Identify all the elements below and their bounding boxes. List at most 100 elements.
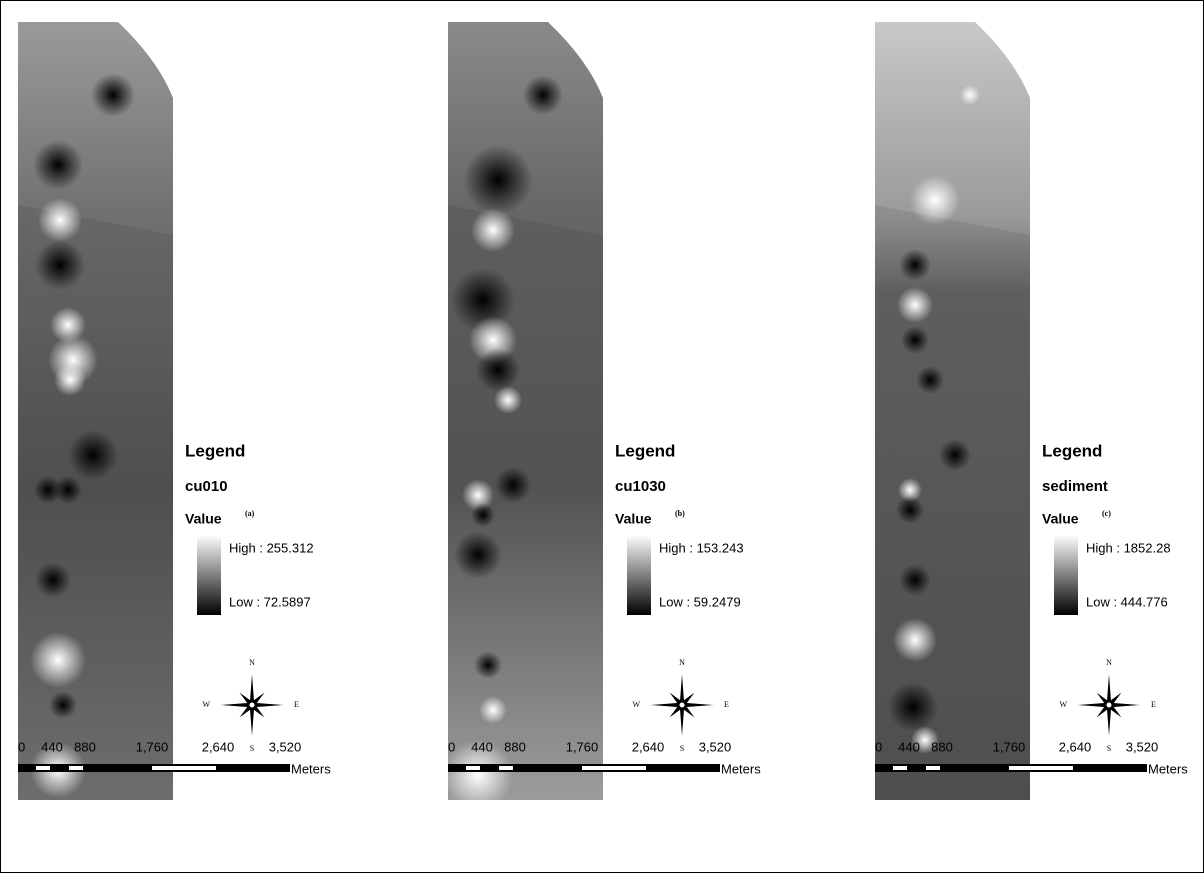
anomaly [30,632,86,688]
scale-label: 3,520 [699,739,732,754]
compass-s: S [1107,744,1111,753]
raster [18,22,173,800]
scale-label: 1,760 [993,739,1026,754]
compass-center [678,701,686,709]
compass-s: S [250,744,254,753]
anomaly [35,562,71,598]
anomaly [911,726,939,754]
compass-n: N [249,658,255,667]
scale-segment [152,766,216,770]
scale-segment [466,766,480,770]
scale-segment [499,766,513,770]
anomaly [471,208,515,252]
field-name: Value [185,511,222,527]
scale-segment [926,766,940,770]
high-label: High : 153.243 [659,540,744,555]
raster-base [875,22,1030,800]
scale-segment [893,766,907,770]
low-label: Low : 444.776 [1086,594,1168,609]
compass-e: E [1151,700,1156,709]
high-label: High : 255.312 [229,540,314,555]
scale-label: 440 [898,739,920,754]
compass-w: W [632,700,640,709]
scale-unit: Meters [291,761,331,776]
legend-title: Legend [1042,441,1102,460]
raster [448,22,603,800]
scale-label: 0 [448,739,455,754]
low-label: Low : 59.2479 [659,594,741,609]
zone-band [18,205,173,800]
anomaly [494,386,522,414]
compass-center [1105,701,1113,709]
scale-label: 440 [41,739,63,754]
anomaly [34,476,62,504]
layer-name: cu010 [185,478,228,495]
anomaly [38,198,82,242]
anomaly [888,682,938,732]
anomaly [54,364,86,396]
compass-s: S [680,744,684,753]
field-name: Value [1042,511,1079,527]
panel-tag: (c) [1102,509,1111,518]
anomaly [899,564,931,596]
scale-label: 880 [504,739,526,754]
layer-name: cu1030 [615,478,666,495]
color-ramp [1054,535,1078,615]
field-name: Value [615,511,652,527]
anomaly [49,691,77,719]
scale-label: 880 [931,739,953,754]
anomaly [901,326,929,354]
scale-segment [69,766,83,770]
anomaly [898,478,922,502]
anomaly [897,287,933,323]
compass-e: E [294,700,299,709]
anomaly [910,175,960,225]
low-label: Low : 72.5897 [229,594,311,609]
map-panel: Legend sediment Value (c) High : 1852.28 Low … [875,22,1188,800]
compass-w: W [202,700,210,709]
compass-n: N [679,658,685,667]
anomaly [899,249,931,281]
compass-center [248,701,256,709]
scale-label: 440 [471,739,493,754]
scale-label: 1,760 [566,739,599,754]
anomaly [960,85,980,105]
anomaly [50,307,86,343]
raster-base [448,22,603,800]
anomaly [68,430,118,480]
panel-tag: (b) [675,509,685,518]
compass-e: E [724,700,729,709]
anomaly [35,240,85,290]
raster [875,22,1030,800]
scale-label: 0 [18,739,25,754]
anomaly [479,696,507,724]
high-label: High : 1852.28 [1086,540,1171,555]
anomaly [916,366,944,394]
anomaly [91,73,135,117]
color-ramp [627,535,651,615]
anomaly [476,348,520,392]
anomaly [939,439,971,471]
panel-tag: (a) [245,509,255,518]
scale-label: 0 [875,739,882,754]
compass-w: W [1059,700,1067,709]
scale-label: 3,520 [269,739,302,754]
compass-n: N [1106,658,1112,667]
layer-name: sediment [1042,478,1108,495]
anomaly [896,496,924,524]
anomaly [448,740,513,800]
anomaly [474,651,502,679]
anomaly [523,75,563,115]
legend-title: Legend [615,441,675,460]
anomaly [454,531,502,579]
scale-segment [1009,766,1073,770]
legend-title: Legend [185,441,245,460]
scale-label: 1,760 [136,739,169,754]
color-ramp [197,535,221,615]
scale-unit: Meters [1148,761,1188,776]
scale-segment [36,766,50,770]
scale-label: 2,640 [202,739,235,754]
anomaly [33,140,83,190]
scale-label: 2,640 [632,739,665,754]
map-panel: Legend cu1030 Value (b) High : 153.243 Low : … [448,22,761,800]
